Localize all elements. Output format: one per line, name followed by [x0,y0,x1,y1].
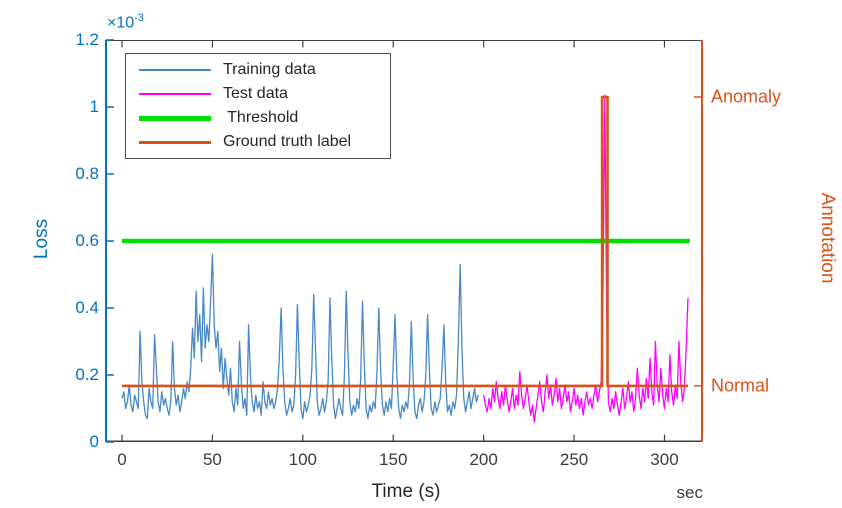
x-tick-label-200: 200 [469,450,498,469]
legend-item-ground-truth: Ground truth label [126,130,390,154]
y-tick-label-0.2: 0.2 [75,365,99,384]
series-ground-truth-label [122,95,688,388]
legend-line-threshold [139,115,211,121]
series-test-data [483,94,689,423]
legend-line-training-data [139,69,211,71]
x-tick-label-250: 250 [559,450,589,469]
legend-item-test-data: Test data [126,82,390,106]
legend-line-ground-truth [139,140,211,144]
legend-item-training-data: Training data [126,58,390,82]
series-training-data [121,253,479,420]
x-tick-label-150: 150 [379,450,408,469]
y-axis-label-left: Loss [31,218,52,260]
y-tick-label-1: 1 [89,97,99,116]
legend-label-test-data: Test data [223,85,288,102]
plot-area: Training data Test data Threshold Ground… [105,39,703,443]
x-tick-label-100: 100 [288,450,317,469]
y-tick-label-1.2: 1.2 [75,30,99,49]
x-tick-label-50: 50 [202,450,222,469]
y-tick-label-0.4: 0.4 [75,298,99,317]
y-tick-label-0: 0 [89,432,99,451]
x-axis-label: Time (s) [371,481,441,502]
x-tick-label-300: 300 [650,450,679,469]
x-axis-unit-label: sec [676,483,703,502]
legend-item-threshold: Threshold [126,106,390,130]
y-axis-multiplier: ×10-3 [107,12,144,32]
y-tick-label-0.8: 0.8 [75,164,99,183]
legend-line-test-data [139,93,211,95]
multiplier-exponent: -3 [134,12,144,24]
legend-label-threshold: Threshold [223,109,299,126]
multiplier-base: ×10 [107,14,135,32]
legend-label-training-data: Training data [223,61,316,78]
right-tick-label-normal: Normal [711,375,770,396]
y-axis-label-right: Annotation [817,192,838,284]
legend: Training data Test data Threshold Ground… [125,53,391,159]
right-tick-label-anomaly: Anomaly [711,86,782,107]
y-tick-label-0.6: 0.6 [75,231,99,250]
x-tick-label-0: 0 [117,450,127,469]
chart-canvas [105,39,703,443]
legend-label-ground-truth: Ground truth label [223,133,352,150]
